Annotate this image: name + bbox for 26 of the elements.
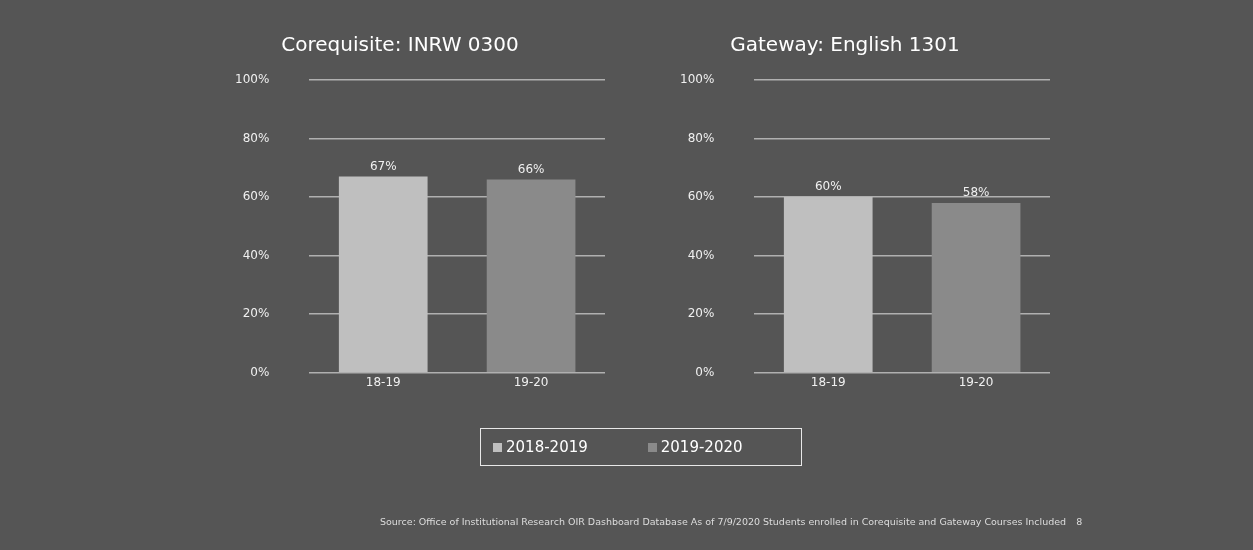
legend-label: 2019-2020: [659, 438, 743, 456]
y-tick-label: 80%: [687, 130, 715, 145]
x-tick-label: 19-20: [513, 375, 549, 390]
chart-title: Gateway: English 1301: [730, 32, 960, 57]
data-label: 67%: [369, 158, 397, 173]
y-tick-label: 40%: [242, 247, 270, 262]
data-label: 66%: [517, 161, 545, 176]
source-note: Source: Office of Institutional Research OIR Dashboard Database As of 7/9/2020 Students enrolled in Corequisite and Gateway Courses Included: [380, 516, 1067, 527]
chart-title: Corequisite: INRW 0300: [281, 32, 519, 57]
y-tick-label: 80%: [242, 130, 270, 145]
y-tick-label: 100%: [234, 72, 270, 87]
y-tick-label: 100%: [679, 72, 715, 87]
data-label: 60%: [814, 179, 842, 194]
y-tick-label: 40%: [687, 247, 715, 262]
y-tick-label: 60%: [242, 189, 270, 204]
y-tick-label: 20%: [687, 306, 715, 321]
x-tick-label: 19-20: [958, 375, 994, 390]
y-tick-label: 20%: [242, 306, 270, 321]
legend-label: 2018-2019: [505, 438, 588, 456]
y-tick-label: 0%: [695, 364, 715, 379]
x-tick-label: 18-19: [365, 375, 401, 390]
text: 8: [1076, 516, 1083, 527]
y-tick-label: 0%: [250, 364, 270, 379]
x-tick-label: 18-19: [810, 375, 846, 390]
data-label: 58%: [962, 185, 990, 200]
y-tick-label: 60%: [687, 189, 715, 204]
